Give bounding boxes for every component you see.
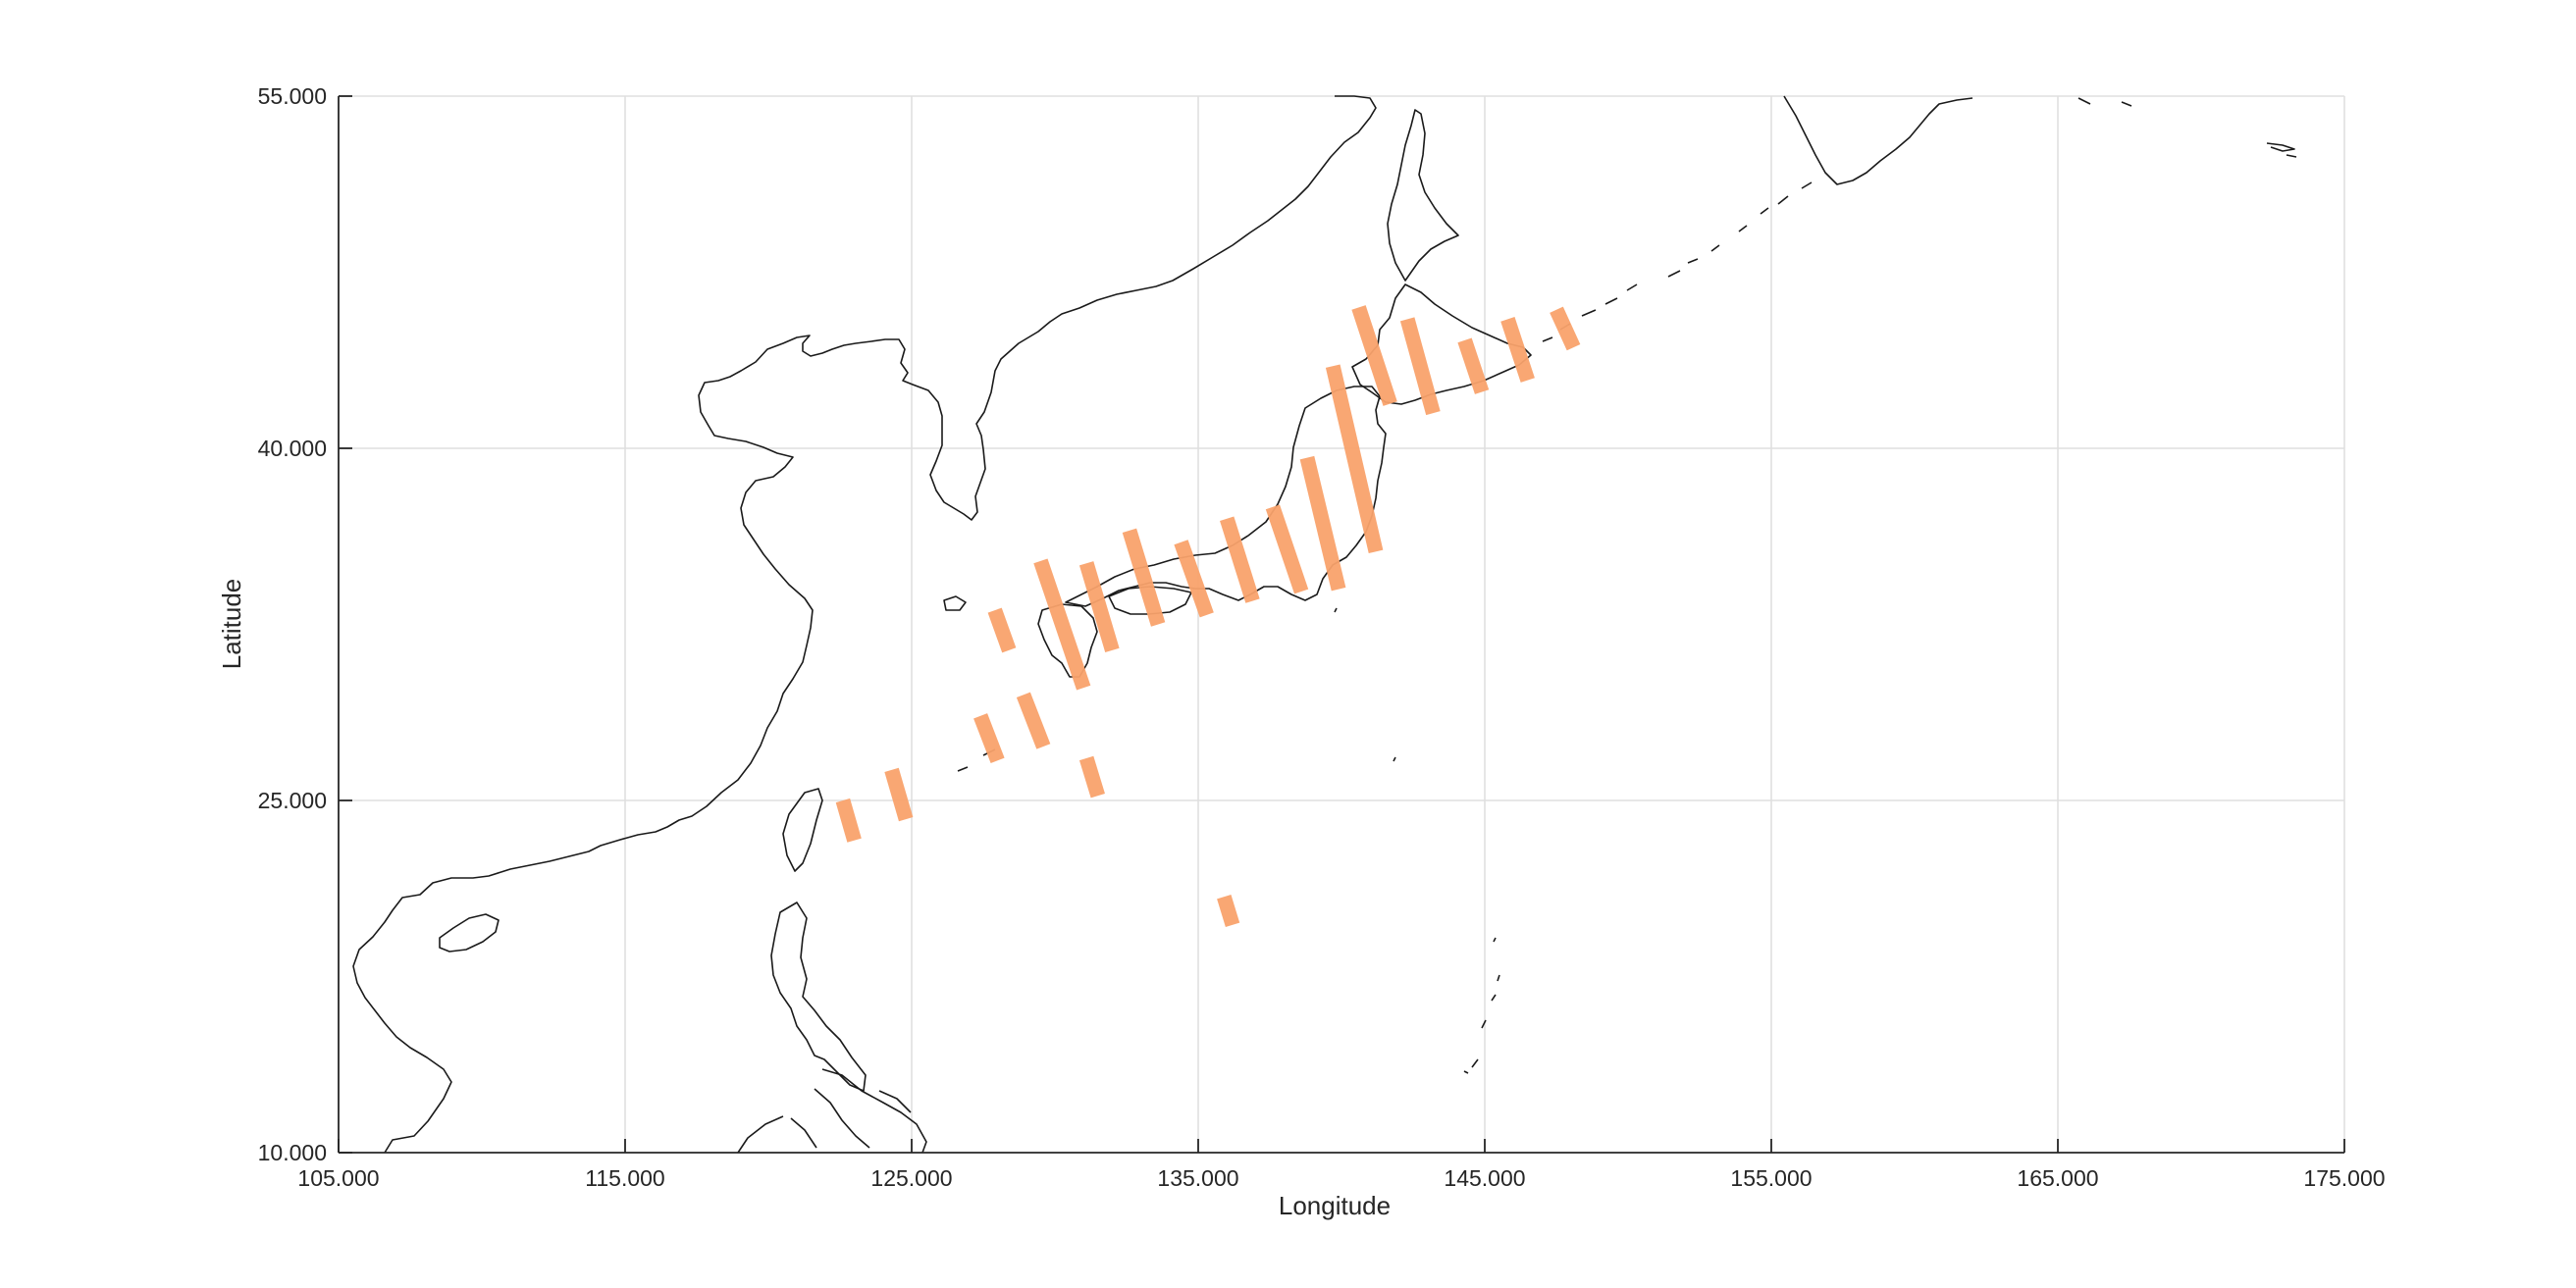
swath-segment: [884, 767, 914, 822]
y-tick-label: 40.000: [258, 436, 327, 461]
coastline-kamchatka: [1783, 95, 1973, 185]
swath-segment: [1351, 305, 1397, 406]
x-axis-label: Longitude: [1279, 1191, 1391, 1220]
swath-segment: [1033, 558, 1091, 691]
coastline-hainan: [439, 913, 499, 953]
axes-layer: 105.000 115.000 125.000 135.000 145.000 155.0…: [258, 83, 2386, 1191]
x-tick-label: 155.000: [1730, 1165, 1812, 1191]
swath-segment: [1174, 540, 1214, 618]
swath-segment: [1220, 516, 1260, 603]
x-tick-label: 115.000: [585, 1165, 664, 1191]
y-tick-label: 10.000: [258, 1140, 327, 1165]
swath-layer: [835, 305, 1581, 928]
coastline-philippines: [770, 902, 867, 1092]
swath-segment: [973, 713, 1005, 764]
x-tick-label: 165.000: [2017, 1165, 2098, 1191]
coastline-jeju: [943, 595, 967, 611]
coastline-visayas: [737, 1068, 927, 1154]
swath-segment: [1325, 364, 1384, 553]
axes-background: [339, 96, 2344, 1153]
swath-segment: [1500, 317, 1535, 383]
coastline-taiwan: [782, 788, 823, 872]
y-axis-label: Latitude: [217, 579, 246, 670]
x-tick-label: 135.000: [1157, 1165, 1238, 1191]
swath-segment: [1457, 337, 1490, 394]
label-layer: Longitude Latitude: [217, 579, 1391, 1220]
swath-segment: [987, 607, 1017, 653]
coastline-sakhalin: [1387, 109, 1459, 282]
swath-segment: [1078, 755, 1105, 799]
coastline-asia-mainland: [352, 95, 1377, 1154]
swath-segment: [1299, 455, 1346, 592]
x-tick-label: 145.000: [1444, 1165, 1525, 1191]
swath-segment: [1078, 561, 1120, 652]
swath-segment: [1016, 692, 1051, 749]
swath-segment: [1122, 528, 1166, 627]
swath-segment: [1265, 504, 1309, 594]
plot-area: [339, 95, 2345, 1154]
y-tick-label: 55.000: [258, 83, 327, 109]
swath-segment: [1399, 317, 1441, 416]
swath-segment: [1550, 306, 1581, 351]
swath-segment: [1217, 894, 1240, 928]
grid-layer: [339, 95, 2345, 1153]
y-tick-label: 25.000: [258, 788, 327, 813]
x-tick-label: 105.000: [297, 1165, 379, 1191]
x-tick-label: 125.000: [870, 1165, 952, 1191]
x-tick-label: 175.000: [2303, 1165, 2385, 1191]
swath-segment: [835, 798, 862, 843]
